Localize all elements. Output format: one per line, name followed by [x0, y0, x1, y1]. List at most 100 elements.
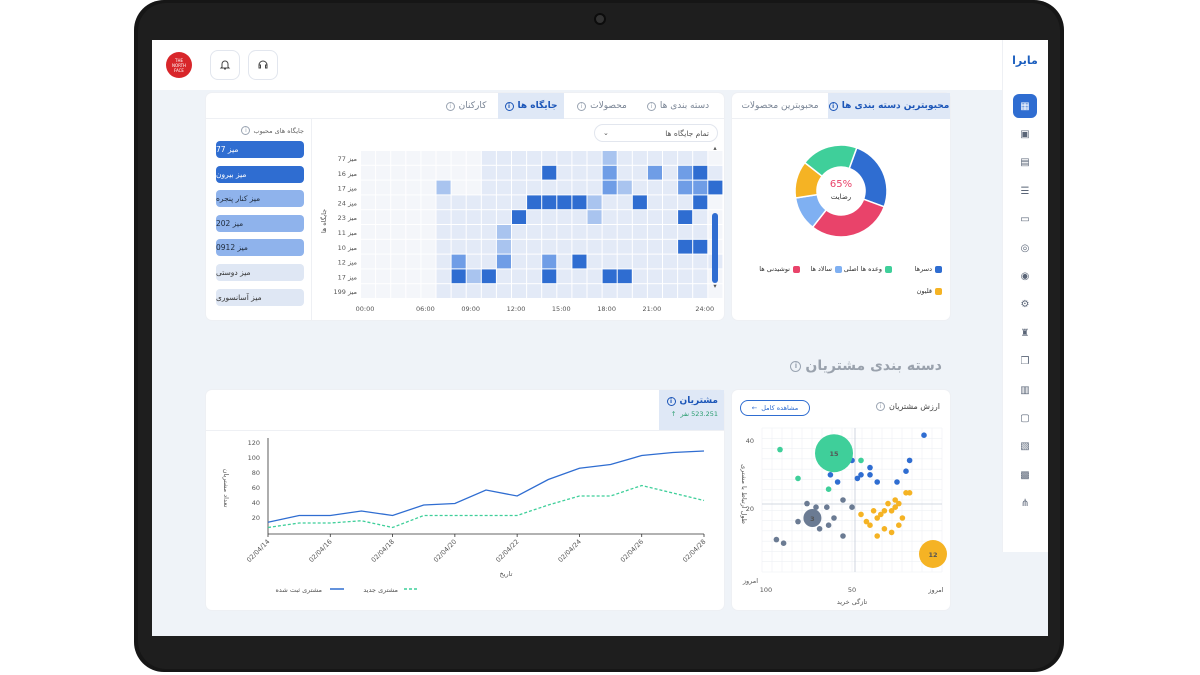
donut-legend-item: نوشیدنی ها: [759, 265, 800, 273]
heatmap-cell: [693, 225, 708, 239]
heatmap-cell: [542, 284, 557, 298]
notification-button[interactable]: [210, 50, 240, 80]
heatmap-cell: [678, 269, 693, 284]
heatmap-cell: [361, 284, 376, 298]
heatmap-cell: [542, 254, 557, 269]
tab-categories[interactable]: دسته بندی ها i: [638, 93, 718, 119]
heatmap-cell: [421, 254, 436, 269]
sidebar-item-bag[interactable]: ♜: [1013, 321, 1037, 345]
popular-position-item[interactable]: میز 0912: [216, 239, 304, 257]
customers-tab-label: مشتریان: [679, 396, 718, 406]
donut-tabs: محبوبترین دسته بندی ها i محبوبترین محصولا…: [732, 93, 950, 119]
donut-legend-item: وعده ها اصلی: [844, 265, 892, 273]
line-x-tick: 02/04/28: [681, 538, 707, 564]
sidebar: مایرا ▦ ▣ ▤ ☰ ▭ ◎ ◉ ⚙ ♜ ❒ ▥ ▢ ▧ ▩ ⋔: [1002, 40, 1048, 552]
sidebar-item-invoice[interactable]: ▧: [1013, 435, 1037, 459]
heatmap-cell: [421, 210, 436, 224]
heatmap-cell: [361, 210, 376, 224]
popular-position-item[interactable]: میز 77: [216, 141, 304, 158]
sidebar-item-grid[interactable]: ▦: [1013, 94, 1037, 118]
view-all-button[interactable]: مشاهده کامل ←: [740, 400, 810, 416]
support-button[interactable]: [248, 50, 278, 80]
sidebar-item-truck[interactable]: ▭: [1013, 208, 1037, 232]
heatmap-cell: [391, 254, 406, 269]
sidebar-item-report[interactable]: ▥: [1013, 378, 1037, 402]
heatmap-cell: [451, 210, 466, 224]
heatmap-cell: [436, 284, 451, 298]
scatter-point-yellow: [885, 500, 891, 507]
heatmap-cell: [557, 195, 572, 210]
donut-center-label: رضایت: [830, 193, 852, 201]
sidebar-item-coin[interactable]: ◉: [1013, 264, 1037, 288]
heatmap-cell: [421, 195, 436, 210]
heatmap-scrollbar[interactable]: [712, 213, 718, 283]
sidebar-item-layers[interactable]: ▣: [1013, 122, 1037, 146]
customers-tab[interactable]: مشتریان i 523.251 نفر ↑: [659, 390, 724, 430]
heatmap-cell: [572, 254, 587, 269]
headset-icon: [258, 60, 268, 69]
popular-position-item[interactable]: میز کنار پنجره: [216, 190, 304, 208]
legend-swatch: [793, 265, 800, 273]
scatter-point-green: [777, 446, 783, 453]
heatmap-cell: [436, 269, 451, 284]
popular-position-item[interactable]: میز دوستی: [216, 264, 304, 281]
heatmap-cell: [391, 225, 406, 239]
heatmap-cell: [557, 284, 572, 298]
heatmap-cell: [632, 210, 647, 224]
heatmap-cell: [406, 284, 421, 298]
tab-popular-categories[interactable]: محبوبترین دسته بندی ها i: [828, 93, 950, 119]
heatmap-cell: [542, 225, 557, 239]
heatmap-cell: [391, 195, 406, 210]
tab-positions[interactable]: جایگاه ها i: [498, 93, 564, 119]
heatmap-cell: [481, 180, 496, 195]
scatter-point-gray: [780, 540, 787, 546]
sidebar-item-users[interactable]: ◎: [1013, 236, 1037, 260]
popular-position-item[interactable]: میز آسانسوری: [216, 288, 304, 306]
popular-position-item[interactable]: میز بیرون: [216, 165, 304, 183]
line-series-registered: [267, 450, 705, 523]
heatmap-cell: [663, 151, 678, 165]
scatter-point-yellow: [896, 522, 902, 528]
heatmap-cell: [436, 151, 451, 165]
positions-dropdown[interactable]: تمام جایگاه ها ⌄: [594, 124, 718, 142]
sidebar-item-box[interactable]: ❒: [1013, 350, 1037, 374]
heatmap-cell: [602, 210, 617, 224]
tab-employees[interactable]: کارکنان i: [434, 93, 498, 119]
sidebar-item-network[interactable]: ⋔: [1013, 492, 1037, 516]
legend-label: سالاد ها: [810, 265, 832, 273]
heatmap-x-tick: 21:00: [643, 305, 662, 313]
heatmap-cell: [421, 151, 436, 165]
grid-icon: ▦: [1020, 100, 1030, 112]
heatmap-cell: [557, 180, 572, 195]
sidebar-item-chat[interactable]: ▢: [1013, 406, 1037, 430]
heatmap-cell: [436, 195, 451, 210]
heatmap-cell: [632, 254, 647, 269]
positions-heatmap-card: کارکنان i جایگاه ها i محصولات i دسته بندی ه…: [206, 93, 724, 320]
heatmap-cell: [663, 210, 678, 224]
heatmap-cell: [663, 180, 678, 195]
heatmap-cell: [572, 225, 587, 239]
heatmap-cell: [512, 151, 527, 165]
scatter-point-yellow: [892, 497, 898, 503]
heatmap-cell: [542, 180, 557, 195]
heatmap-cell: [678, 165, 693, 180]
sidebar-item-list[interactable]: ☰: [1013, 179, 1037, 203]
heatmap-cell: [617, 195, 632, 210]
heatmap-cell: [587, 165, 602, 180]
sidebar-item-note[interactable]: ▤: [1013, 151, 1037, 175]
heatmap-cell: [376, 225, 391, 239]
brand-logo: THE NORTH FACE: [166, 52, 192, 78]
heatmap-cell: [512, 239, 527, 254]
sidebar-item-store[interactable]: ▩: [1013, 463, 1037, 487]
arrow-left-icon: ←: [751, 404, 758, 412]
scatter-point-blue: [867, 464, 873, 471]
heatmap-cell: [512, 254, 527, 269]
tab-products[interactable]: محصولات i: [570, 93, 634, 119]
heatmap-cell: [436, 210, 451, 224]
heatmap-cell: [527, 151, 542, 165]
sidebar-item-gear[interactable]: ⚙: [1013, 293, 1037, 317]
heatmap-cell: [527, 165, 542, 180]
heatmap-cell: [678, 284, 693, 298]
tab-popular-products[interactable]: محبوبترین محصولات: [734, 93, 826, 119]
popular-position-item[interactable]: میز 202: [216, 214, 304, 232]
